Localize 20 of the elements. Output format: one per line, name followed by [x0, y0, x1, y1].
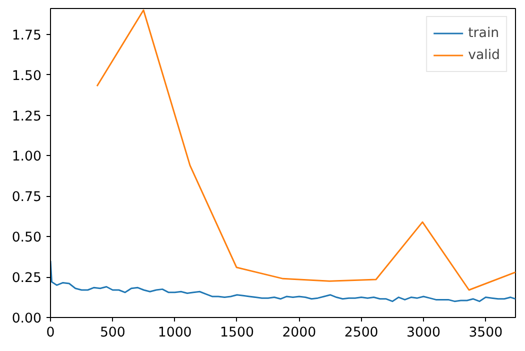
x-tick-label: 3500 [468, 326, 503, 340]
x-tick-label: 1500 [220, 326, 254, 340]
y-tick-label: 0.50 [12, 230, 42, 246]
y-tick-label: 0.75 [12, 190, 42, 206]
line-series [50, 260, 516, 302]
y-tick-label: 1.25 [12, 109, 42, 124]
x-tick-label: 3000 [406, 326, 440, 340]
x-tick-label: 0 [46, 326, 55, 340]
x-tick-label: 2500 [344, 326, 378, 340]
legend-label: train [468, 26, 500, 40]
x-tick-label: 2000 [282, 326, 316, 340]
line-series [96, 9, 516, 291]
y-tick-label: 0.00 [12, 312, 42, 326]
y-tick-label: 1.00 [12, 150, 42, 165]
legend-label: valid [468, 48, 500, 62]
x-tick-label: 1000 [158, 326, 192, 340]
y-tick-label: 1.50 [12, 68, 42, 84]
y-tick-label: 0.25 [12, 271, 42, 286]
x-tick-label: 500 [100, 326, 126, 340]
y-tick-label: 1.75 [12, 28, 42, 44]
